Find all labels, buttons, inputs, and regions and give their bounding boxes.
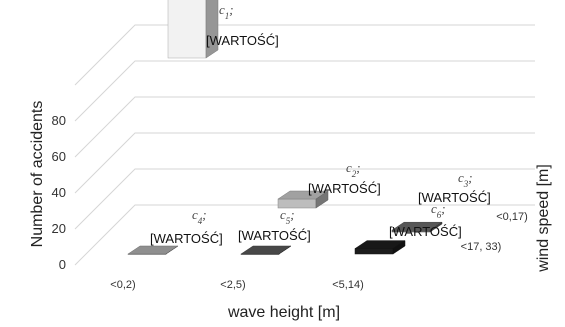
data-label-value-c1: [WARTOŚĆ] — [206, 33, 279, 48]
data-label-value-c3: [WARTOŚĆ] — [418, 190, 491, 205]
data-label-value-c4: [WARTOŚĆ] — [150, 231, 223, 246]
data-label-name-c4: c4; — [192, 207, 207, 226]
z-axis-title: wind speed [m] — [535, 164, 552, 273]
bar-top-face — [240, 245, 292, 255]
bar-c4 — [127, 245, 179, 255]
x-axis-title: wave height [m] — [227, 304, 340, 321]
y-tick-label: 80 — [52, 113, 66, 128]
y-tick-label: 40 — [52, 185, 66, 200]
data-label-name-c5: c5; — [280, 207, 295, 226]
data-label-name-c3: c3; — [458, 170, 473, 189]
bar-c5 — [240, 245, 292, 255]
gridline — [74, 96, 535, 158]
data-label-name-c1: c1; — [219, 2, 234, 21]
bar-front-face — [354, 248, 394, 255]
data-label-value-c6: [WARTOŚĆ] — [389, 224, 462, 239]
bar-c3 — [391, 221, 443, 233]
bar-side-face — [165, 245, 179, 255]
bar-side-face — [205, 0, 219, 59]
gridline — [74, 60, 535, 122]
data-label-value-c2: [WARTOŚĆ] — [308, 181, 381, 196]
bar-side-face — [392, 240, 406, 255]
bar-c1 — [167, 0, 219, 59]
category-labels: <0,2) <2,5) <5,14) <0,17) <17, 33) — [110, 211, 527, 291]
bar-side-face — [429, 221, 443, 233]
y-tick-labels: 0 20 40 60 80 — [52, 113, 66, 272]
gridline — [74, 168, 535, 230]
depth-category-label: <17, 33) — [461, 241, 502, 253]
data-label-value-c5: [WARTOŚĆ] — [238, 228, 311, 243]
x-category-label: <2,5) — [220, 279, 245, 291]
bar-side-face — [315, 190, 329, 209]
gridline — [74, 24, 535, 86]
y-tick-label: 60 — [52, 149, 66, 164]
x-category-label: <0,2) — [110, 279, 135, 291]
data-labels: c1;[WARTOŚĆ]c2;[WARTOŚĆ]c3;[WARTOŚĆ]c4;[… — [150, 2, 491, 246]
bar-front-face — [167, 0, 207, 59]
gridline — [74, 204, 535, 266]
bar-c6 — [354, 240, 406, 255]
gridlines — [74, 24, 535, 266]
depth-category-label: <0,17) — [496, 211, 528, 223]
data-label-name-c6: c6; — [431, 201, 446, 220]
bar-top-face — [127, 245, 179, 255]
bars — [127, 0, 443, 255]
y-tick-label: 20 — [52, 221, 66, 236]
gridline — [74, 132, 535, 194]
bar-side-face — [278, 245, 292, 255]
y-tick-label: 0 — [59, 257, 66, 272]
x-category-label: <5,14) — [332, 279, 364, 291]
data-label-name-c2: c2; — [346, 160, 361, 179]
y-axis-title: Number of accidents — [29, 101, 46, 248]
bar-c2 — [277, 190, 329, 209]
